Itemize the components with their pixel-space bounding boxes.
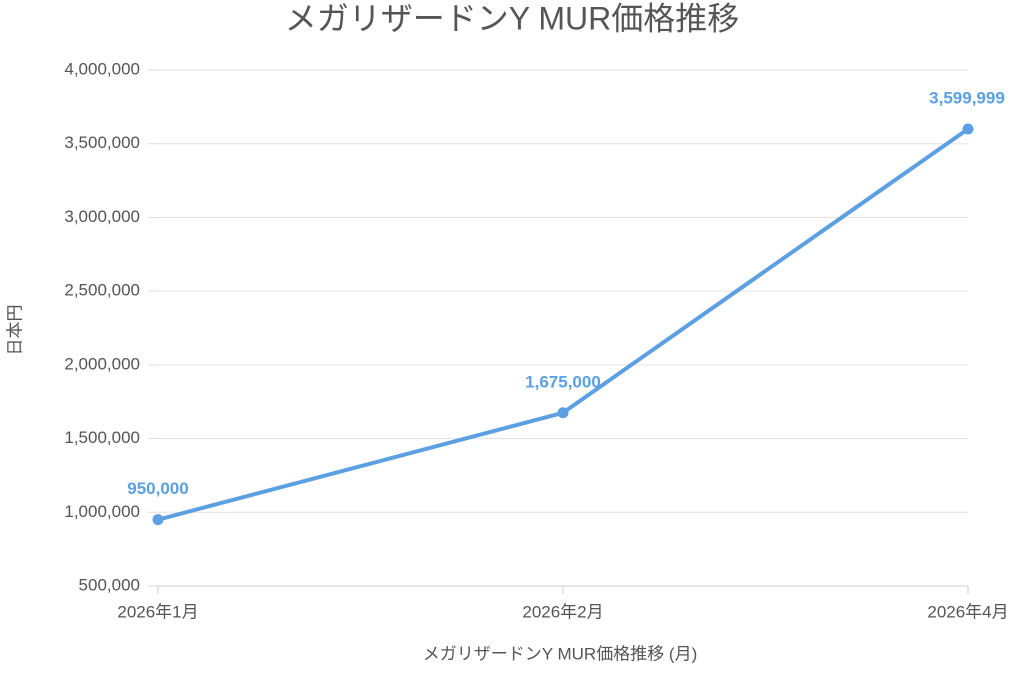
y-tick-label: 1,000,000 (64, 502, 140, 521)
point (557, 407, 569, 419)
chart-title: メガリザードンY MUR価格推移 (285, 0, 740, 36)
data-label: 950,000 (127, 479, 188, 498)
y-tick-label: 3,500,000 (64, 133, 140, 152)
data-label: 3,599,999 (929, 88, 1005, 107)
y-tick-label: 2,500,000 (64, 281, 140, 300)
point (962, 123, 974, 135)
y-tick-label: 2,000,000 (64, 354, 140, 373)
x-axis-title: メガリザードンY MUR価格推移 (月) (423, 644, 698, 663)
data-label: 1,675,000 (525, 372, 601, 391)
x-tick-label: 2026年2月 (522, 602, 603, 621)
y-tick-label: 1,500,000 (64, 428, 140, 447)
y-axis-title: 日本円 (5, 305, 24, 356)
line (157, 127, 970, 522)
x-tick-label: 2026年4月 (927, 602, 1008, 621)
y-tick-label: 4,000,000 (64, 59, 140, 78)
y-tick-label: 500,000 (79, 575, 140, 594)
x-tick-label: 2026年1月 (117, 602, 198, 621)
point (152, 514, 164, 526)
y-tick-label: 3,000,000 (64, 207, 140, 226)
